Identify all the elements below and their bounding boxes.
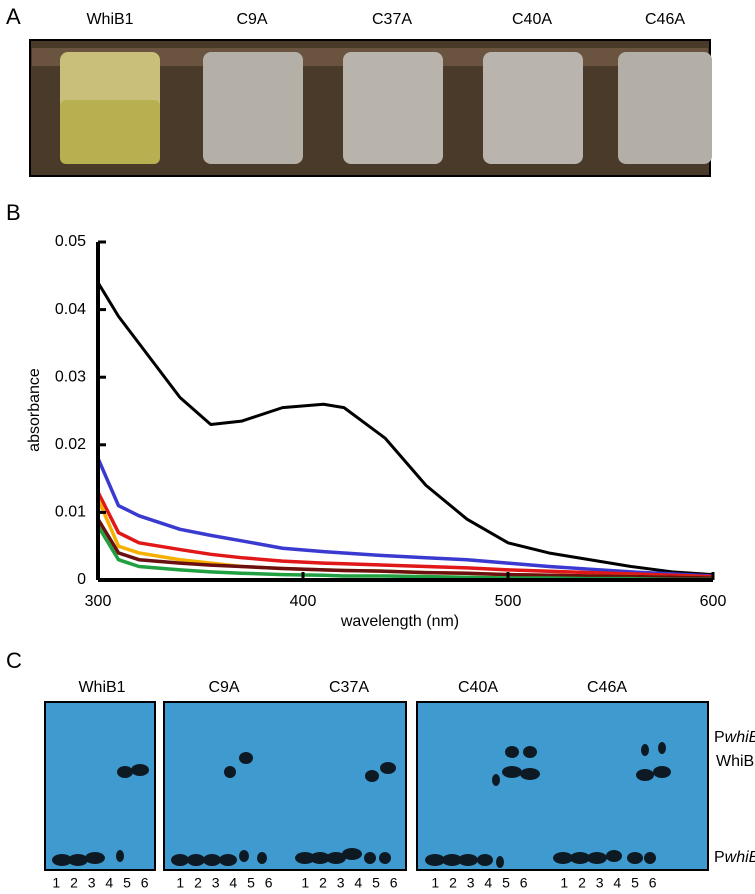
photo-label: C40A	[512, 11, 552, 28]
gel-band	[458, 854, 478, 866]
gel-band	[379, 852, 391, 864]
gel-band	[171, 854, 189, 866]
x-tick-label: 600	[700, 593, 727, 610]
y-tick-label: 0.04	[55, 301, 86, 318]
gel-band	[326, 852, 346, 864]
lane-numbers: 1 2 3 4 5 6	[560, 875, 659, 891]
gel-band	[606, 850, 622, 862]
gel-band	[257, 852, 267, 864]
gel-band	[117, 766, 133, 778]
gel-band	[587, 852, 607, 864]
gel-band	[442, 854, 462, 866]
gel-band	[224, 766, 236, 778]
y-tick-label: 0.01	[55, 504, 86, 521]
gel-band	[505, 746, 519, 758]
gel-band	[636, 769, 654, 781]
gel-band	[310, 852, 330, 864]
free-probe-label: PwhiB1	[714, 849, 755, 866]
gel-band	[203, 854, 221, 866]
line-series	[96, 281, 714, 577]
gel-group-label: C46A	[587, 679, 627, 696]
line-series	[96, 457, 714, 578]
photo-label: WhiB1	[86, 11, 133, 28]
photo-label: C37A	[372, 11, 412, 28]
x-tick-label: 400	[290, 593, 317, 610]
y-tick-label: 0.03	[55, 368, 86, 385]
photo	[29, 39, 712, 177]
gel-band	[644, 852, 656, 864]
gel-band	[116, 850, 124, 862]
gel-band	[653, 766, 671, 778]
gel-band	[68, 854, 88, 866]
gel-band	[85, 852, 105, 864]
gel-group-label: WhiB1	[78, 679, 125, 696]
y-tick-label: 0.05	[55, 233, 86, 250]
gel-band	[364, 852, 376, 864]
line-series	[96, 518, 714, 580]
gel-band	[131, 764, 149, 776]
gel-band	[523, 746, 537, 758]
gel-band	[492, 774, 500, 786]
x-axis-label: wavelength (nm)	[340, 613, 459, 630]
gel-group-label: C37A	[329, 679, 369, 696]
x-tick-label: 300	[85, 593, 112, 610]
lane-numbers: 1 2 3 4 5 6	[431, 875, 530, 891]
gel-band	[365, 770, 379, 782]
gel-band	[239, 752, 253, 764]
photo-label: C46A	[645, 11, 685, 28]
y-tick-label: 0.02	[55, 436, 86, 453]
gel-band	[520, 768, 540, 780]
gel-band	[342, 848, 362, 860]
gel-band	[570, 852, 590, 864]
gel-band	[52, 854, 72, 866]
gel-band	[239, 850, 249, 862]
panel-label: B	[6, 200, 21, 225]
photo-label: C9A	[236, 11, 267, 28]
panel-label: A	[6, 4, 21, 29]
line-series	[96, 491, 714, 579]
gel-band	[627, 852, 643, 864]
gel-band	[502, 766, 522, 778]
y-tick-label: 0	[77, 571, 86, 588]
complex-label: PwhiB1-	[714, 729, 755, 746]
complex-label: WhiB1	[716, 753, 755, 770]
gel-band	[477, 854, 493, 866]
lane-numbers: 1 2 3 4 5 6	[176, 875, 275, 891]
gel-group-label: C9A	[208, 679, 239, 696]
y-axis-label: absorbance	[26, 368, 43, 452]
gel-band	[380, 762, 396, 774]
lane-numbers: 1 2 3 4 5 6	[301, 875, 400, 891]
lane-numbers: 1 2 3 4 5 6	[52, 875, 151, 891]
gel-band	[295, 852, 315, 864]
gel	[44, 701, 709, 871]
gel-band	[425, 854, 445, 866]
gel-band	[553, 852, 573, 864]
gel-band	[219, 854, 237, 866]
gel-band	[187, 854, 205, 866]
gel-band	[641, 744, 649, 756]
chart: 0 0.01 0.02 0.03 0.04 0.05 300 400 500 600	[55, 233, 727, 610]
gel-group-label: C40A	[458, 679, 498, 696]
gel-band	[496, 856, 504, 868]
panel-label: C	[6, 648, 22, 673]
gel-band	[658, 742, 666, 754]
x-tick-label: 500	[495, 593, 522, 610]
